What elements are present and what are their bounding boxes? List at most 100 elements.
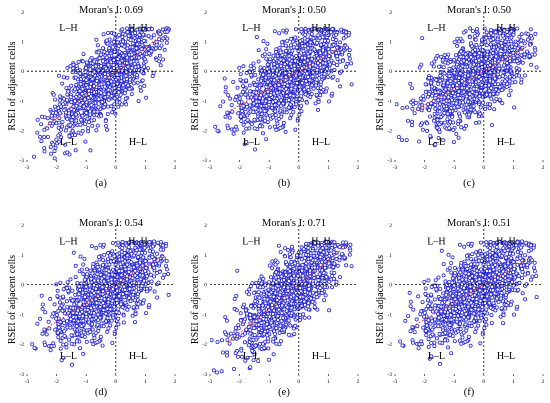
- data-point: [411, 98, 416, 103]
- data-point: [284, 94, 289, 99]
- data-point: [433, 106, 438, 111]
- data-point: [400, 106, 405, 111]
- data-point: [157, 53, 162, 58]
- data-point: [318, 79, 323, 84]
- data-point: [65, 75, 70, 80]
- data-point: [492, 107, 497, 112]
- data-point: [324, 43, 329, 48]
- panel-letter: (a): [95, 178, 107, 189]
- data-point: [74, 112, 79, 117]
- data-point: [85, 85, 90, 90]
- data-point: [457, 114, 462, 119]
- data-point: [396, 134, 401, 139]
- data-point: [345, 61, 350, 66]
- data-point: [508, 88, 513, 93]
- data-point: [308, 35, 313, 40]
- data-point: [273, 50, 278, 55]
- data-point: [478, 111, 483, 116]
- data-point: [81, 52, 86, 57]
- data-point: [429, 84, 434, 89]
- data-point: [314, 92, 319, 97]
- data-point: [120, 27, 125, 32]
- data-point: [272, 62, 277, 67]
- data-point: [40, 302, 45, 307]
- data-point: [460, 39, 465, 44]
- data-point: [452, 40, 457, 45]
- data-point: [283, 71, 288, 76]
- data-point: [158, 247, 163, 252]
- data-point: [92, 311, 97, 316]
- data-point: [467, 92, 472, 97]
- data-point: [84, 339, 89, 344]
- data-point: [347, 48, 352, 53]
- data-point: [281, 58, 286, 63]
- data-point: [56, 335, 61, 340]
- data-point: [159, 43, 164, 48]
- data-point: [447, 84, 452, 89]
- data-point: [325, 66, 330, 71]
- data-point: [315, 86, 320, 91]
- data-point: [240, 90, 245, 95]
- data-point: [430, 93, 435, 98]
- data-point: [292, 63, 297, 68]
- data-point: [442, 53, 447, 58]
- data-point: [83, 122, 88, 127]
- data-point: [126, 83, 131, 88]
- data-point: [458, 54, 463, 59]
- data-point: [441, 99, 446, 104]
- data-point: [287, 57, 292, 62]
- data-point: [132, 61, 137, 66]
- data-point: [254, 99, 259, 104]
- data-point: [443, 60, 448, 65]
- data-point: [63, 128, 68, 133]
- data-point: [278, 108, 283, 113]
- data-point: [453, 78, 458, 83]
- data-point: [48, 296, 53, 301]
- data-point: [437, 122, 442, 127]
- data-point: [145, 66, 150, 71]
- data-point: [305, 82, 310, 87]
- data-point: [64, 345, 69, 350]
- data-point: [488, 42, 493, 47]
- data-point: [121, 53, 126, 58]
- quadrant-label-lh: L–H: [59, 23, 77, 34]
- data-point: [111, 82, 116, 87]
- data-point: [458, 96, 463, 101]
- data-point: [260, 131, 265, 136]
- data-point: [495, 72, 500, 77]
- data-point: [231, 80, 236, 85]
- data-point: [116, 322, 121, 327]
- data-point: [82, 97, 87, 102]
- data-point: [35, 130, 40, 135]
- data-point: [244, 126, 249, 131]
- data-point: [277, 86, 282, 91]
- data-point: [138, 85, 143, 90]
- data-point: [517, 67, 522, 72]
- data-point: [39, 293, 44, 298]
- data-point: [135, 255, 140, 260]
- data-point: [116, 90, 121, 95]
- data-point: [68, 277, 73, 282]
- data-point: [493, 30, 498, 35]
- data-point: [477, 45, 482, 50]
- data-point: [420, 36, 425, 41]
- data-point: [117, 32, 122, 37]
- data-point: [42, 145, 47, 150]
- data-point: [249, 73, 254, 78]
- data-point: [73, 75, 78, 80]
- data-point: [78, 71, 83, 76]
- data-point: [245, 113, 250, 118]
- data-point: [528, 27, 533, 32]
- data-point: [157, 46, 162, 51]
- data-point: [94, 245, 99, 250]
- data-point: [121, 39, 126, 44]
- data-point: [130, 45, 135, 50]
- x-tick-label: 1: [327, 165, 330, 171]
- data-point: [129, 92, 134, 97]
- data-point: [101, 242, 106, 247]
- data-point: [275, 63, 280, 68]
- data-point: [476, 58, 481, 63]
- data-point: [101, 32, 106, 37]
- data-point: [452, 70, 457, 75]
- data-point: [65, 116, 70, 121]
